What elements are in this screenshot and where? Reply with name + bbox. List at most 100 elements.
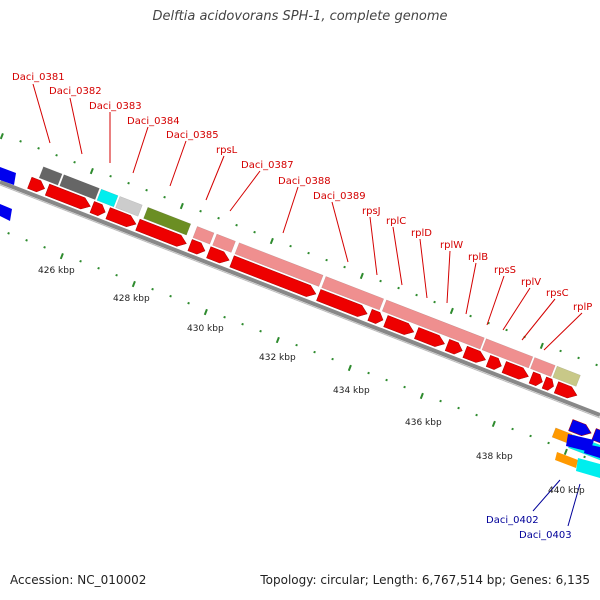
cds-arrow-4-shape [105,207,137,228]
tick-major [179,202,184,210]
gene-label: rpsS [494,265,516,276]
gene-block-rpsS-shape [552,365,581,387]
tick-minor [97,266,100,270]
gene-block-blue-1-shape [568,419,592,437]
leader-line [521,298,556,341]
tick-minor [457,406,460,410]
gene-block-rplD-rplW [481,338,534,369]
tick-minor [55,153,58,157]
gene-label: rpsL [216,145,238,156]
cds-arrow-9-shape [316,289,368,317]
blue-fragment-left-2 [0,204,12,221]
cds-arrow-14 [462,345,486,363]
cds-arrow-11-shape [383,315,415,335]
tick-minor [505,328,508,332]
tick-minor [295,343,298,347]
tick-minor [187,301,190,305]
tick-major [59,252,64,260]
cds-arrow-6-shape [187,239,206,255]
tick-minor [547,441,550,445]
gene-label: Daci_0381 [12,72,65,83]
gene-label: rplP [573,302,592,313]
cds-arrow-13-shape [444,339,463,355]
tick-minor [217,216,220,220]
cds-arrow-8-shape [229,255,317,297]
gene-block-0389 [321,276,385,311]
tick-minor [325,258,328,262]
gene-block-0382 [59,174,100,200]
gene-block-rpsJ-rplC [381,299,485,350]
tick-major [419,392,424,400]
leader-line [532,479,561,512]
gene-block-0388-shape [234,242,324,287]
tick-minor [595,363,598,367]
tick-minor [79,259,82,263]
cds-arrow-12-shape [414,327,445,347]
cds-arrow-15-shape [485,354,502,370]
gene-block-0387 [212,233,236,253]
gene-label: Daci_0383 [89,101,142,112]
cds-arrow-9 [316,289,368,317]
cds-arrow-10 [367,309,384,324]
tick-major [275,336,280,344]
tick-minor [469,314,472,318]
cds-arrow-6 [187,239,206,255]
cds-arrow-2-shape [44,183,91,210]
gene-block-0382-shape [59,174,100,200]
tick-minor [475,413,478,417]
tick-minor [577,356,580,360]
tick-major [131,280,136,288]
cds-arrow-1-shape [27,176,45,193]
gene-block-0388 [234,242,324,287]
tick-minor [307,251,310,255]
cds-arrow-15 [485,354,502,370]
gene-block-blue-1 [568,419,592,437]
gene-block-rplB [530,357,556,377]
gene-block-0381-shape [38,166,63,186]
backbone [0,180,600,419]
tick-minor [439,399,442,403]
tick-minor [433,300,436,304]
cds-arrow-19 [553,381,578,399]
backbone-shadow [0,184,600,419]
tick-minor [235,223,238,227]
gene-block-0385 [143,206,192,236]
blue-fragment-left-1 [0,167,16,185]
gene-block-0403-vis [576,458,600,478]
cds-arrow-16 [501,361,529,380]
tick-minor [379,279,382,283]
leader-line [69,97,83,155]
tick-major [539,342,544,350]
leader-line [132,126,149,174]
cds-arrow-8 [229,255,317,297]
cds-arrow-2 [44,183,91,210]
tick-major [89,167,94,175]
gene-block-0387-shape [212,233,236,253]
tick-minor [109,174,112,178]
gene-label: rplC [386,216,406,227]
leader-line [205,155,225,201]
tick-major [269,237,274,245]
gene-block-blue-2 [591,428,600,448]
gene-block-0384-shape [115,196,143,217]
gene-label: Daci_0387 [241,160,294,171]
tick-label: 432 kbp [259,353,296,363]
tick-minor [73,160,76,164]
leader-line [369,216,378,276]
leader-line [567,483,581,527]
dots-outer [0,133,598,367]
cds-arrow-14-shape [462,345,486,363]
tick-minor [415,293,418,297]
gene-label: rplW [440,240,463,251]
leader-line [331,201,349,263]
gene-label: Daci_0403 [519,530,572,541]
tick-minor [169,294,172,298]
gene-label: Daci_0384 [127,116,180,127]
map-title: Delftia acidovorans SPH-1, complete geno… [152,9,448,24]
tick-major [0,133,4,140]
cds-arrow-18 [541,376,554,391]
tick-minor [385,378,388,382]
tick-label: 440 kbp [548,486,585,496]
cds-arrow-10-shape [367,309,384,324]
